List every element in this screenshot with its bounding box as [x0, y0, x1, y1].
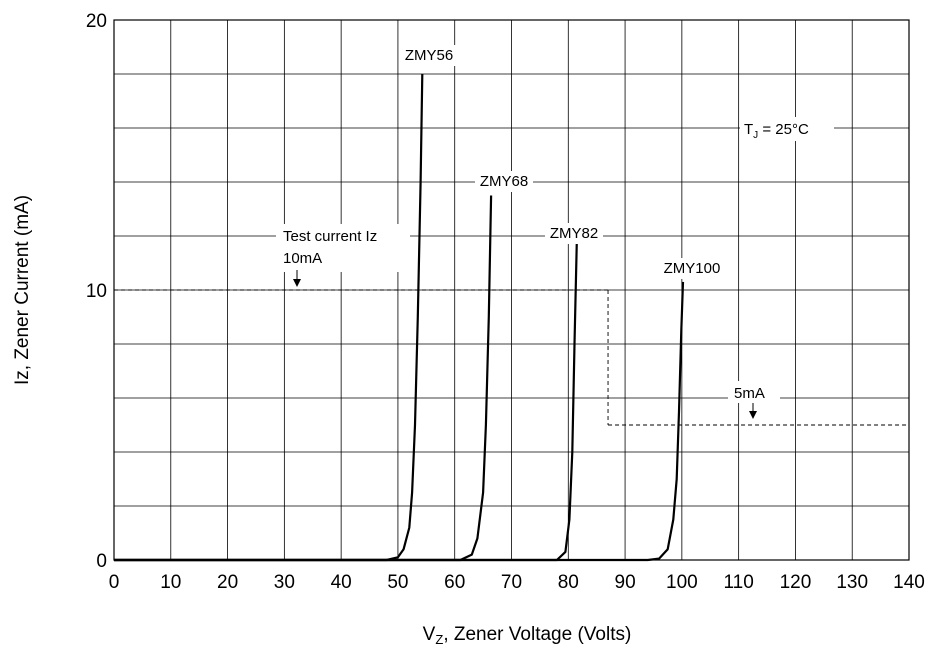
x-tick-label: 10: [160, 572, 181, 593]
y-axis-label: Iz, Zener Current (mA): [12, 195, 33, 385]
curve-zmy82: [114, 241, 578, 562]
y-tick-label: 10: [86, 281, 107, 302]
x-tick-label: 100: [666, 572, 698, 593]
curve-label-bg: [658, 258, 726, 279]
curve-zmy100: [114, 281, 685, 562]
curve-label-bg: [475, 171, 533, 192]
tick-labels: 0 10 20 30 40 50 60 70 80 90 100 110 120 130 140 0 10 20: [86, 11, 925, 593]
curve-label-zmy56: ZMY56: [405, 47, 453, 64]
test-current-value-label: 10mA: [283, 250, 322, 267]
curve-label-zmy68: ZMY68: [480, 173, 528, 190]
test-current-label: Test current Iz: [283, 228, 377, 245]
x-tick-label: 140: [893, 572, 925, 593]
curve-label-bg: [545, 223, 603, 244]
curve-label-bg: [400, 45, 458, 66]
5ma-label: 5mA: [734, 385, 765, 402]
x-axis-label: VZ, Zener Voltage (Volts): [423, 624, 632, 647]
x-tick-label: 50: [387, 572, 408, 593]
test-current-label-bg: [276, 224, 410, 272]
y-tick-label: 0: [96, 551, 107, 572]
x-tick-label: 90: [615, 572, 636, 593]
curve-zmy56: [114, 73, 424, 562]
x-tick-label: 60: [444, 572, 465, 593]
tj-label-bg: [740, 117, 834, 141]
reference-lines: [114, 289, 909, 426]
y-tick-label: 20: [86, 11, 107, 32]
curves: [114, 73, 685, 562]
5ma-label-bg: [728, 381, 780, 403]
grid: [113, 19, 910, 561]
x-tick-label: 80: [558, 572, 579, 593]
annotations: ZMY56 ZMY68 ZMY82 ZMY100 Test current Iz 10mA…: [276, 45, 834, 419]
x-tick-label: 40: [331, 572, 352, 593]
x-tick-label: 130: [836, 572, 868, 593]
arrowhead-5ma: [749, 411, 757, 419]
curve-label-zmy82: ZMY82: [550, 225, 598, 242]
curve-label-zmy100: ZMY100: [664, 260, 721, 277]
x-tick-label: 70: [501, 572, 522, 593]
arrowhead-10ma: [293, 279, 301, 287]
x-tick-label: 0: [109, 572, 120, 593]
x-tick-label: 110: [723, 572, 753, 593]
tj-annotation: TJ = 25°C: [744, 121, 809, 141]
x-tick-label: 120: [780, 572, 812, 593]
x-tick-label: 20: [217, 572, 238, 593]
x-tick-label: 30: [274, 572, 295, 593]
